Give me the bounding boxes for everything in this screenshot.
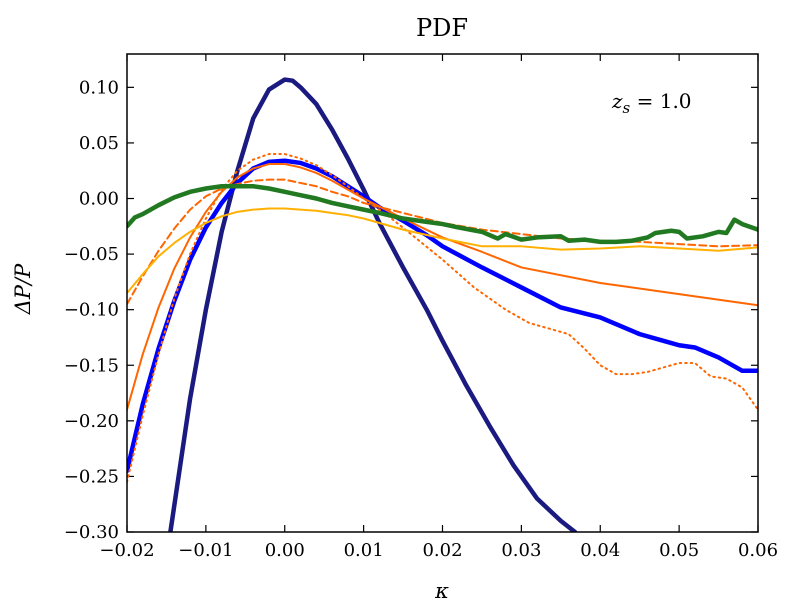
- x-tick-label: 0.01: [344, 540, 384, 561]
- series-line-2: [127, 158, 758, 474]
- x-tick-label: 0.03: [501, 540, 541, 561]
- x-tick-label: 0.05: [659, 540, 699, 561]
- y-tick-label: 0.05: [79, 133, 119, 154]
- y-tick-label: 0.10: [79, 77, 119, 98]
- y-tick-label: 0.00: [79, 189, 119, 210]
- x-tick-label: −0.01: [178, 540, 233, 561]
- series-line-6: [127, 207, 758, 294]
- series-line-1: [168, 77, 578, 532]
- axis-ticks: −0.02 −0.01 0.00 0.01 0.02 0.03 0.04 0.05 0.06 0.…: [64, 54, 778, 561]
- y-tick-label: −0.25: [64, 466, 119, 487]
- annotation-rest: = 1.0: [630, 89, 691, 113]
- x-tick-label: 0.02: [422, 540, 462, 561]
- x-tick-label: 0.04: [580, 540, 620, 561]
- y-tick-label: −0.30: [64, 522, 119, 543]
- redshift-annotation: zs = 1.0: [611, 89, 692, 117]
- x-tick-label: 0.00: [265, 540, 305, 561]
- series-line-3: [127, 163, 758, 411]
- x-tick-label: 0.06: [738, 540, 778, 561]
- chart-title: PDF: [416, 14, 468, 42]
- annotation-main: z: [611, 89, 623, 113]
- series-group: [127, 77, 758, 532]
- y-axis-label: ΔP/P: [11, 263, 35, 315]
- x-tick-label: −0.02: [99, 540, 154, 561]
- y-tick-label: −0.20: [64, 411, 119, 432]
- series-line-7: [127, 184, 758, 245]
- series-line-4: [127, 153, 758, 483]
- y-tick-label: −0.10: [64, 300, 119, 321]
- plot-frame: [126, 53, 759, 533]
- y-tick-label: −0.15: [64, 355, 119, 376]
- annotation-sub: s: [623, 99, 631, 117]
- y-tick-label: −0.05: [64, 244, 119, 265]
- x-axis-label: κ: [434, 579, 449, 603]
